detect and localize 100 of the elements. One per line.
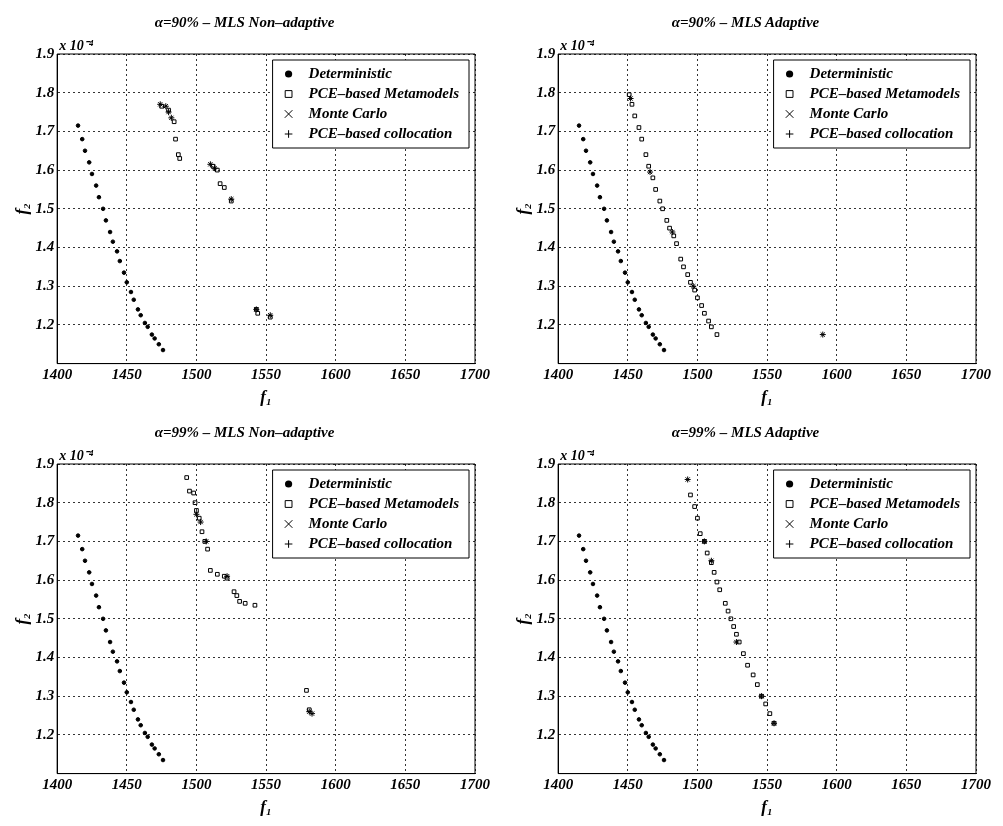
x-tick-label: 1700 [460,366,491,383]
x-tick-label: 1450 [111,776,143,793]
x-tick-label: 1550 [752,776,783,793]
x-tick-label: 1500 [181,776,212,793]
point [692,287,697,293]
point [714,579,720,585]
point [214,571,220,577]
x-tick-label: 1600 [320,366,352,383]
text: x 10⁻⁴ [58,447,94,463]
x-axis-title: f₁ [761,387,773,407]
x-tick-label: 1550 [251,366,282,383]
x-tick-label: 1400 [42,366,73,383]
x-tick-label: 1500 [682,366,713,383]
point [191,490,196,496]
y-tick-label: 1.9 [35,44,55,61]
point [650,175,656,181]
point [731,624,736,629]
y-tick-label: 1.6 [35,570,55,587]
point [173,136,178,142]
y-tick-label: 1.7 [35,532,55,549]
point [217,181,223,186]
point [639,136,645,142]
x-tick-label: 1650 [390,776,421,793]
y-tick-label: 1.3 [35,687,55,704]
y-tick-label: 1.8 [35,83,55,100]
legend-label: Deterministic [307,474,393,491]
y-tick-label: 1.8 [536,493,556,510]
point [629,101,635,107]
point [745,662,750,668]
x-axis-title: f₁ [260,797,272,817]
point [177,156,183,161]
point [704,550,710,556]
text: x 10⁻⁴ [559,37,595,53]
point [695,515,700,521]
legend-label: PCE–based collocation [308,534,453,551]
x-tick-label: 1700 [460,776,491,793]
point [234,593,240,598]
point [196,515,202,521]
point [626,92,632,97]
legend-label: Monte Carlo [808,104,889,121]
point [725,608,731,614]
y-tick-label: 1.3 [35,277,55,294]
point [205,546,210,552]
point [674,241,679,246]
point [653,187,658,192]
y-tick-label: 1.6 [35,160,55,177]
point [681,264,686,270]
legend-label: PCE–based Metamodels [308,84,460,101]
point [660,206,665,212]
point [702,310,707,316]
chart-title: α=99% – MLS Non–adaptive [154,423,335,440]
point [741,651,746,656]
x-axis-title: f₁ [260,387,272,407]
y-tick-label: 1.7 [35,122,55,139]
y-tick-label: 1.6 [536,160,556,177]
chart-title: α=90% – MLS Non–adaptive [154,13,335,30]
x-tick-label: 1650 [891,776,922,793]
y-tick-label: 1.2 [35,315,55,332]
point [194,508,199,513]
point [208,568,213,573]
x-tick-label: 1500 [682,776,713,793]
x-tick-label: 1400 [543,776,574,793]
legend-label: Monte Carlo [307,514,388,531]
x-tick-label: 1400 [543,366,574,383]
y-axis-title: f₂ [11,202,31,215]
point [728,616,734,622]
legend-label: PCE–based collocation [809,534,954,551]
x-tick-label: 1450 [111,366,143,383]
point [657,198,663,204]
y-tick-label: 1.9 [35,454,55,471]
legend-label: Monte Carlo [307,104,388,121]
y-axis-title: f₂ [512,202,532,215]
y-tick-label: 1.2 [536,315,556,332]
x-axis-title: f₁ [761,797,773,817]
point [699,303,704,308]
point [688,492,693,498]
legend-label: Deterministic [808,474,894,491]
legend-label: Deterministic [808,64,894,81]
y-tick-label: 1.3 [536,687,556,704]
point [255,310,261,316]
chart-title: α=99% – MLS Adaptive [671,423,820,440]
legend-label: PCE–based Metamodels [308,494,460,511]
y-tick-label: 1.2 [35,725,55,742]
point [664,218,670,223]
point [171,119,177,125]
point [714,332,720,337]
y-axis-title: f₂ [512,612,532,625]
y-tick-label: 1.4 [35,648,55,665]
point [688,279,693,285]
point [697,531,703,536]
y-tick-label: 1.6 [536,570,556,587]
y-tick-label: 1.7 [536,122,556,139]
point [231,589,237,595]
point [754,682,760,687]
point [722,600,728,606]
point [763,701,769,707]
y-tick-label: 1.5 [35,199,55,216]
x-tick-label: 1700 [961,776,992,793]
point [221,185,227,190]
point [709,324,714,330]
